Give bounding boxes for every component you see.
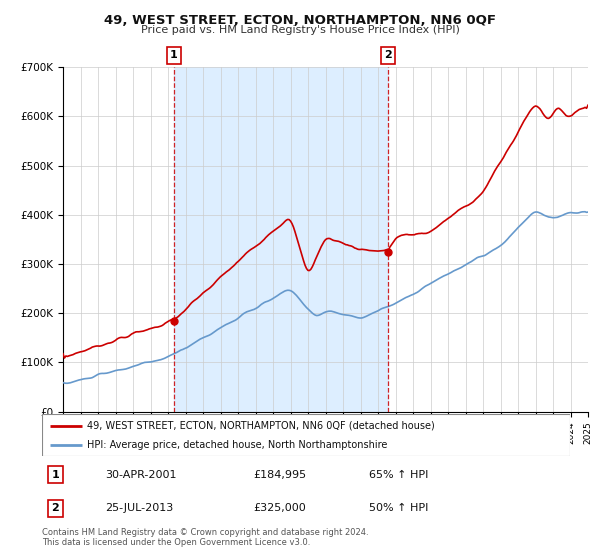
Text: 49, WEST STREET, ECTON, NORTHAMPTON, NN6 0QF (detached house): 49, WEST STREET, ECTON, NORTHAMPTON, NN6… [87,421,434,431]
Text: £325,000: £325,000 [253,503,306,513]
Text: £184,995: £184,995 [253,470,307,480]
Text: Contains HM Land Registry data © Crown copyright and database right 2024.
This d: Contains HM Land Registry data © Crown c… [42,528,368,548]
Text: 2: 2 [384,50,392,60]
Text: 25-JUL-2013: 25-JUL-2013 [106,503,173,513]
Text: 49, WEST STREET, ECTON, NORTHAMPTON, NN6 0QF: 49, WEST STREET, ECTON, NORTHAMPTON, NN6… [104,14,496,27]
Text: Price paid vs. HM Land Registry's House Price Index (HPI): Price paid vs. HM Land Registry's House … [140,25,460,35]
Text: 50% ↑ HPI: 50% ↑ HPI [370,503,429,513]
FancyBboxPatch shape [42,414,570,456]
Text: 2: 2 [52,503,59,513]
Bar [174,67,388,412]
Text: 1: 1 [52,470,59,480]
Text: 30-APR-2001: 30-APR-2001 [106,470,177,480]
Text: HPI: Average price, detached house, North Northamptonshire: HPI: Average price, detached house, Nort… [87,440,387,450]
Text: 65% ↑ HPI: 65% ↑ HPI [370,470,429,480]
Text: 1: 1 [170,50,178,60]
